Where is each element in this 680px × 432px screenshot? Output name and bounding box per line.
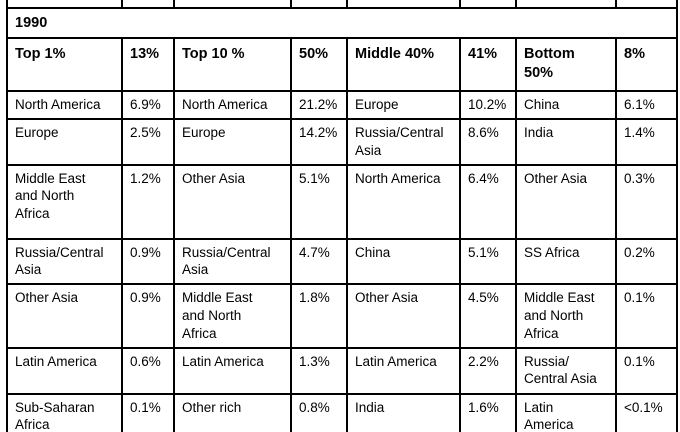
value-cell: 0.3% xyxy=(615,163,678,240)
header-cell-group: Bottom 50% xyxy=(515,37,617,93)
header-cell-share: 8% xyxy=(615,37,678,93)
region-cell: Europe xyxy=(346,90,461,120)
value-cell: 2.5% xyxy=(121,117,175,166)
empty-cell xyxy=(346,0,461,9)
value-cell: 0.8% xyxy=(290,392,348,432)
value-cell: <0.1% xyxy=(615,392,678,432)
value-cell: 6.4% xyxy=(459,163,517,240)
region-cell: India xyxy=(346,392,461,432)
truncated-row-above xyxy=(6,0,678,9)
region-cell: North America xyxy=(6,90,123,120)
value-cell: 4.5% xyxy=(459,283,517,349)
year-label: 1990 xyxy=(6,6,678,40)
region-cell: Russia/Central Asia xyxy=(6,237,123,286)
region-cell: Europe xyxy=(6,117,123,166)
value-cell: 0.1% xyxy=(615,283,678,349)
region-cell: Middle East and North Africa xyxy=(173,283,292,349)
value-cell: 0.2% xyxy=(615,237,678,286)
header-cell-group: Middle 40% xyxy=(346,37,461,93)
value-cell: 1.4% xyxy=(615,117,678,166)
empty-cell xyxy=(173,0,292,9)
value-cell: 5.1% xyxy=(459,237,517,286)
empty-cell xyxy=(6,0,123,9)
header-row: Top 1% 13% Top 10 % 50% Middle 40% 41% B… xyxy=(6,37,678,93)
region-cell: Russia/Central Asia xyxy=(173,237,292,286)
header-cell-group: Top 1% xyxy=(6,37,123,93)
region-cell: Latin America xyxy=(346,346,461,395)
region-cell: North America xyxy=(346,163,461,240)
region-cell: Middle East and North Africa xyxy=(6,163,123,240)
empty-cell xyxy=(515,0,617,9)
value-cell: 4.7% xyxy=(290,237,348,286)
region-cell: Other Asia xyxy=(346,283,461,349)
value-cell: 6.1% xyxy=(615,90,678,120)
header-cell-share: 50% xyxy=(290,37,348,93)
value-cell: 1.6% xyxy=(459,392,517,432)
region-cell: India xyxy=(515,117,617,166)
region-cell: SS Africa xyxy=(515,237,617,286)
value-cell: 6.9% xyxy=(121,90,175,120)
value-cell: 0.1% xyxy=(615,346,678,395)
wealth-distribution-table-1990: 1990 Top 1% 13% Top 10 % 50% Middle 40% … xyxy=(6,0,678,432)
value-cell: 0.1% xyxy=(121,392,175,432)
region-cell: Other Asia xyxy=(173,163,292,240)
region-cell: Latin America xyxy=(515,392,617,432)
region-cell: Middle East and North Africa xyxy=(515,283,617,349)
region-cell: China xyxy=(346,237,461,286)
region-cell: Other Asia xyxy=(6,283,123,349)
value-cell: 2.2% xyxy=(459,346,517,395)
region-cell: North America xyxy=(173,90,292,120)
value-cell: 21.2% xyxy=(290,90,348,120)
value-cell: 0.9% xyxy=(121,237,175,286)
table-row: Europe 2.5% Europe 14.2% Russia/Central Asia… xyxy=(6,117,678,166)
value-cell: 1.3% xyxy=(290,346,348,395)
value-cell: 0.9% xyxy=(121,283,175,349)
region-cell: Latin America xyxy=(6,346,123,395)
empty-cell xyxy=(290,0,348,9)
table-row: Latin America 0.6% Latin America 1.3% Latin … xyxy=(6,346,678,395)
region-cell: Europe xyxy=(173,117,292,166)
value-cell: 14.2% xyxy=(290,117,348,166)
table-row: Russia/Central Asia 0.9% Russia/Central As… xyxy=(6,237,678,286)
region-cell: Other rich xyxy=(173,392,292,432)
value-cell: 8.6% xyxy=(459,117,517,166)
empty-cell xyxy=(121,0,175,9)
header-cell-share: 41% xyxy=(459,37,517,93)
region-cell: Sub-Saharan Africa xyxy=(6,392,123,432)
table-row: Sub-Saharan Africa 0.1% Other rich 0.8% Indi… xyxy=(6,392,678,432)
value-cell: 10.2% xyxy=(459,90,517,120)
empty-cell xyxy=(459,0,517,9)
table-row: Other Asia 0.9% Middle East and North Afri… xyxy=(6,283,678,349)
region-cell: Other Asia xyxy=(515,163,617,240)
value-cell: 1.8% xyxy=(290,283,348,349)
value-cell: 0.6% xyxy=(121,346,175,395)
region-cell: Russia/Central Asia xyxy=(346,117,461,166)
header-cell-group: Top 10 % xyxy=(173,37,292,93)
header-cell-share: 13% xyxy=(121,37,175,93)
region-cell: China xyxy=(515,90,617,120)
region-cell: Latin America xyxy=(173,346,292,395)
empty-cell xyxy=(615,0,678,9)
table-row: North America 6.9% North America 21.2% Europ… xyxy=(6,90,678,120)
value-cell: 5.1% xyxy=(290,163,348,240)
table-row: Middle East and North Africa 1.2% Other As… xyxy=(6,163,678,240)
region-cell: Russia/ Central Asia xyxy=(515,346,617,395)
value-cell: 1.2% xyxy=(121,163,175,240)
year-row: 1990 xyxy=(6,6,678,40)
